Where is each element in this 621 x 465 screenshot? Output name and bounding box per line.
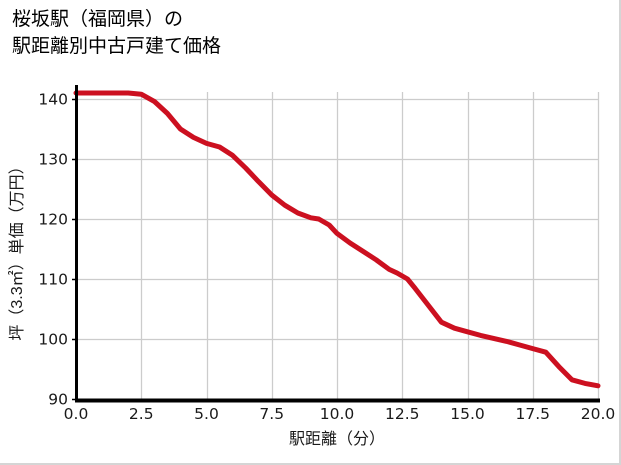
y-axis-title: 坪（3.3㎡）単価（万円） (8, 158, 26, 340)
y-tick-label: 120 (38, 211, 68, 229)
title-line-2: 駅距離別中古戸建て価格 (12, 36, 222, 57)
y-tick-label: 100 (38, 331, 68, 349)
x-tick-label: 0.0 (64, 405, 89, 423)
x-tick-label: 12.5 (385, 405, 420, 423)
data-series (73, 90, 601, 389)
x-tick-label: 7.5 (259, 405, 284, 423)
y-tick-label: 130 (38, 151, 68, 169)
x-tick-label: 2.5 (129, 405, 154, 423)
price-line (73, 90, 601, 389)
x-tick-label: 10.0 (320, 405, 355, 423)
x-axis-title: 駅距離（分） (289, 430, 385, 448)
title-line-1: 桜坂駅（福岡県）の (12, 9, 184, 30)
page-title: 桜坂駅（福岡県）の 駅距離別中古戸建て価格 (12, 6, 221, 60)
y-tick-label: 140 (38, 91, 68, 109)
x-axis-tick-labels: 0.0 2.5 5.0 7.5 10.0 12.5 15.0 17.5 20.0 (64, 405, 616, 423)
x-tick-label: 20.0 (581, 405, 616, 423)
y-tick-label: 110 (38, 271, 68, 289)
axis-titles: 駅距離（分） 坪（3.3㎡）単価（万円） (8, 158, 385, 448)
grid-lines (75, 92, 600, 401)
x-tick-label: 5.0 (194, 405, 219, 423)
axis-lines (75, 85, 600, 403)
y-axis-tick-labels: 90 100 110 120 130 140 (38, 91, 76, 409)
x-tick-label: 17.5 (515, 405, 550, 423)
x-tick-label: 15.0 (450, 405, 485, 423)
y-tick-label: 90 (48, 391, 68, 409)
